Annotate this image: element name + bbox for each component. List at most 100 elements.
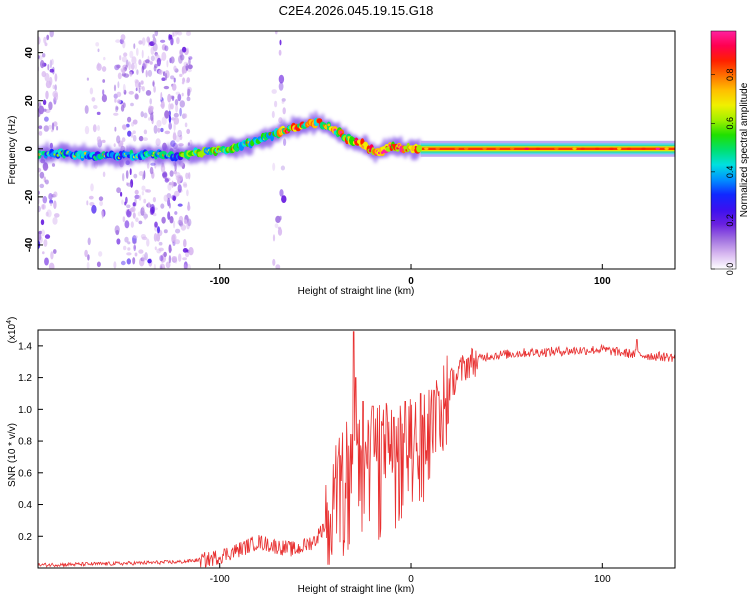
- noise-speck: [187, 68, 192, 73]
- noise-speck: [84, 249, 88, 258]
- noise-speck: [168, 255, 172, 264]
- noise-speck: [124, 220, 130, 229]
- noise-speck: [115, 39, 121, 43]
- noise-speck: [169, 170, 174, 177]
- noise-speck: [184, 122, 188, 128]
- noise-speck: [168, 122, 172, 130]
- noise-speck: [130, 63, 135, 70]
- noise-speck: [181, 46, 187, 53]
- noise-speck: [87, 254, 90, 261]
- noise-speck: [183, 113, 188, 119]
- noise-speck: [51, 122, 55, 131]
- noise-speck: [150, 162, 156, 166]
- noise-speck: [126, 252, 132, 256]
- noise-speck: [113, 143, 116, 148]
- noise-speck: [50, 202, 53, 207]
- spectrogram-x-ticks: -100 0 100: [210, 264, 611, 287]
- noise-speck: [165, 261, 171, 269]
- noise-speck: [182, 77, 186, 83]
- noise-speck: [96, 136, 101, 143]
- noise-speck: [152, 34, 155, 39]
- noise-speck: [113, 112, 119, 116]
- snr-y-tick-label: 0.8: [18, 437, 32, 448]
- noise-speck: [132, 240, 137, 245]
- noise-speck: [132, 119, 138, 125]
- noise-speck: [117, 81, 120, 89]
- noise-speck: [136, 69, 139, 75]
- noise-speck: [157, 127, 161, 133]
- noise-speck: [48, 124, 52, 130]
- noise-speck: [42, 53, 46, 58]
- noise-speck: [179, 100, 185, 108]
- noise-speck: [97, 125, 100, 131]
- noise-speck: [56, 125, 59, 131]
- noise-speck: [143, 213, 149, 219]
- carrier-dot: [482, 147, 487, 150]
- noise-speck: [102, 79, 106, 83]
- noise-speck: [177, 93, 182, 102]
- noise-speck: [50, 129, 54, 133]
- noise-speck: [39, 183, 45, 189]
- noise-speck: [176, 37, 180, 45]
- noise-speck: [275, 264, 281, 269]
- noise-speck: [163, 85, 170, 90]
- noise-speck: [179, 107, 182, 117]
- noise-speck: [54, 213, 60, 218]
- noise-speck: [183, 264, 187, 269]
- noise-speck: [164, 130, 171, 135]
- noise-speck: [153, 65, 157, 72]
- noise-speck: [38, 232, 42, 241]
- noise-speck: [164, 45, 169, 52]
- noise-speck: [84, 125, 90, 135]
- noise-speck: [138, 249, 144, 254]
- noise-speck: [169, 216, 174, 224]
- noise-speck: [138, 194, 142, 201]
- noise-speck: [175, 228, 181, 234]
- noise-speck: [39, 171, 45, 179]
- noise-speck: [122, 83, 126, 93]
- noise-speck: [103, 56, 106, 61]
- carrier-dot: [535, 147, 541, 150]
- track-blob: [416, 144, 422, 153]
- frequency-track: [38, 110, 675, 169]
- noise-speck: [274, 223, 279, 229]
- noise-speck: [136, 47, 139, 57]
- noise-speck: [86, 200, 89, 206]
- carrier-dot: [595, 147, 600, 150]
- noise-speck: [172, 32, 175, 37]
- noise-speck: [46, 34, 50, 41]
- spectrogram-x-label: Height of straight line (km): [298, 286, 415, 297]
- noise-speck: [130, 179, 134, 188]
- noise-speck: [138, 220, 143, 225]
- noise-speck: [155, 53, 159, 58]
- noise-speck: [116, 135, 121, 144]
- noise-speck: [153, 124, 158, 134]
- noise-speck: [48, 193, 53, 200]
- noise-speck: [171, 180, 174, 188]
- snr-y-tick-label: 1.0: [18, 405, 32, 416]
- noise-speck: [43, 239, 48, 247]
- noise-speck: [149, 61, 153, 65]
- carrier-dot: [617, 147, 622, 150]
- noise-speck: [158, 241, 163, 246]
- noise-speck: [121, 137, 126, 143]
- noise-speck: [150, 112, 154, 121]
- noise-speck: [157, 226, 160, 234]
- noise-speck: [147, 69, 153, 77]
- noise-speck: [179, 49, 184, 58]
- noise-speck: [97, 62, 100, 69]
- spectrogram-y-tick-label: -20: [24, 189, 35, 204]
- snr-scale-exp: 4: [6, 320, 13, 324]
- colorbar-ticks: 0.0 0.2 0.4 0.6 0.8: [711, 68, 735, 275]
- noise-speck: [38, 130, 43, 136]
- noise-speck: [164, 110, 170, 119]
- spectrogram-x-tick-label: -100: [210, 276, 230, 287]
- noise-speck: [174, 31, 179, 35]
- noise-speck: [38, 55, 43, 61]
- noise-speck: [126, 204, 131, 209]
- noise-speck: [158, 247, 164, 252]
- noise-speck: [180, 224, 187, 231]
- noise-speck: [174, 190, 180, 197]
- noise-speck: [161, 44, 167, 51]
- noise-speck: [161, 116, 167, 126]
